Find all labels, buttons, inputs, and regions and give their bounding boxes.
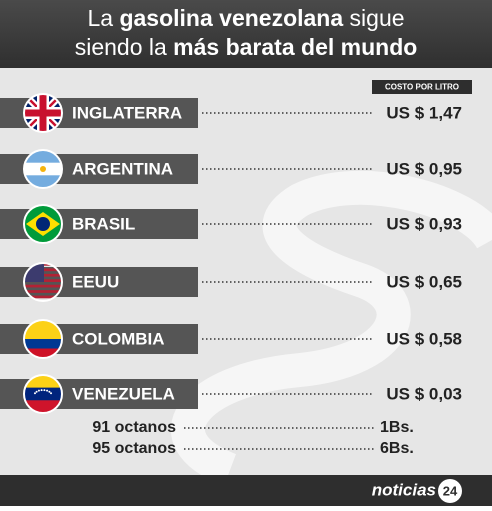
flag-part — [24, 290, 62, 293]
country-row: INGLATERRA US $ 1,47 — [0, 93, 462, 133]
flag-border — [23, 149, 63, 189]
flag-border — [23, 262, 63, 302]
logo-number: 24 — [443, 483, 458, 498]
flag-part — [24, 295, 62, 299]
country-name: ARGENTINA — [72, 159, 173, 178]
country-name: BRASIL — [72, 214, 135, 233]
flag-part — [35, 390, 38, 393]
price: US $ 0,95 — [386, 159, 462, 178]
flag-part — [24, 284, 62, 288]
price: US $ 0,65 — [386, 272, 462, 291]
road-decoration — [171, 170, 492, 486]
flag-part — [37, 389, 40, 392]
country-name: EEUU — [72, 272, 119, 291]
octane-price: 6Bs. — [380, 440, 414, 457]
price: US $ 0,03 — [386, 384, 462, 403]
flag-part — [40, 389, 43, 392]
flag — [24, 205, 62, 243]
flag-part — [48, 390, 51, 393]
country-row: VENEZUELA US $ 0,03 — [0, 374, 462, 414]
flag-part — [36, 217, 50, 231]
country-row: BRASIL US $ 0,93 — [0, 204, 462, 244]
flag-part — [24, 387, 62, 401]
column-header-bg — [372, 80, 472, 94]
flag — [24, 320, 62, 358]
header-bg — [0, 0, 492, 68]
price: US $ 0,58 — [386, 329, 462, 348]
title-line: La gasolina venezolana sigue — [87, 5, 404, 31]
title-line: siendo la más barata del mundo — [75, 34, 418, 60]
country-row: COLOMBIA US $ 0,58 — [0, 319, 462, 359]
flag — [24, 94, 62, 132]
country-row: ARGENTINA US $ 0,95 — [0, 149, 462, 189]
octane-label: 91 octanos — [92, 419, 176, 436]
flag-part — [46, 389, 49, 392]
flag-part — [24, 339, 62, 349]
title-span: gasolina venezolana — [119, 5, 343, 31]
logo: noticias — [372, 480, 436, 499]
flag-border — [23, 319, 63, 359]
price: US $ 1,47 — [386, 103, 462, 122]
octane-price: 1Bs. — [380, 419, 414, 436]
price: US $ 0,93 — [386, 214, 462, 233]
flag-border — [23, 374, 63, 414]
flag — [24, 263, 62, 299]
column-header: COSTO POR LITRO — [385, 83, 459, 92]
country-name: VENEZUELA — [72, 384, 175, 403]
country-name: INGLATERRA — [72, 103, 182, 122]
country-row: EEUU US $ 0,65 — [0, 262, 462, 302]
flag-part — [24, 348, 62, 358]
octane-label: 95 octanos — [92, 440, 176, 457]
flag-border — [23, 93, 63, 133]
flag-part — [24, 109, 62, 117]
flag-part — [33, 392, 36, 395]
flag-border — [23, 204, 63, 244]
country-name: COLOMBIA — [72, 329, 165, 348]
flag-part — [43, 389, 46, 392]
title-span: siendo la — [75, 34, 173, 60]
logo-circle — [438, 479, 462, 503]
title-span: más barata del mundo — [173, 34, 417, 60]
footer-bg — [0, 475, 492, 506]
flag-part — [40, 166, 46, 172]
title-span: La — [87, 5, 119, 31]
title-span: sigue — [343, 5, 404, 31]
flag-part — [50, 392, 53, 395]
